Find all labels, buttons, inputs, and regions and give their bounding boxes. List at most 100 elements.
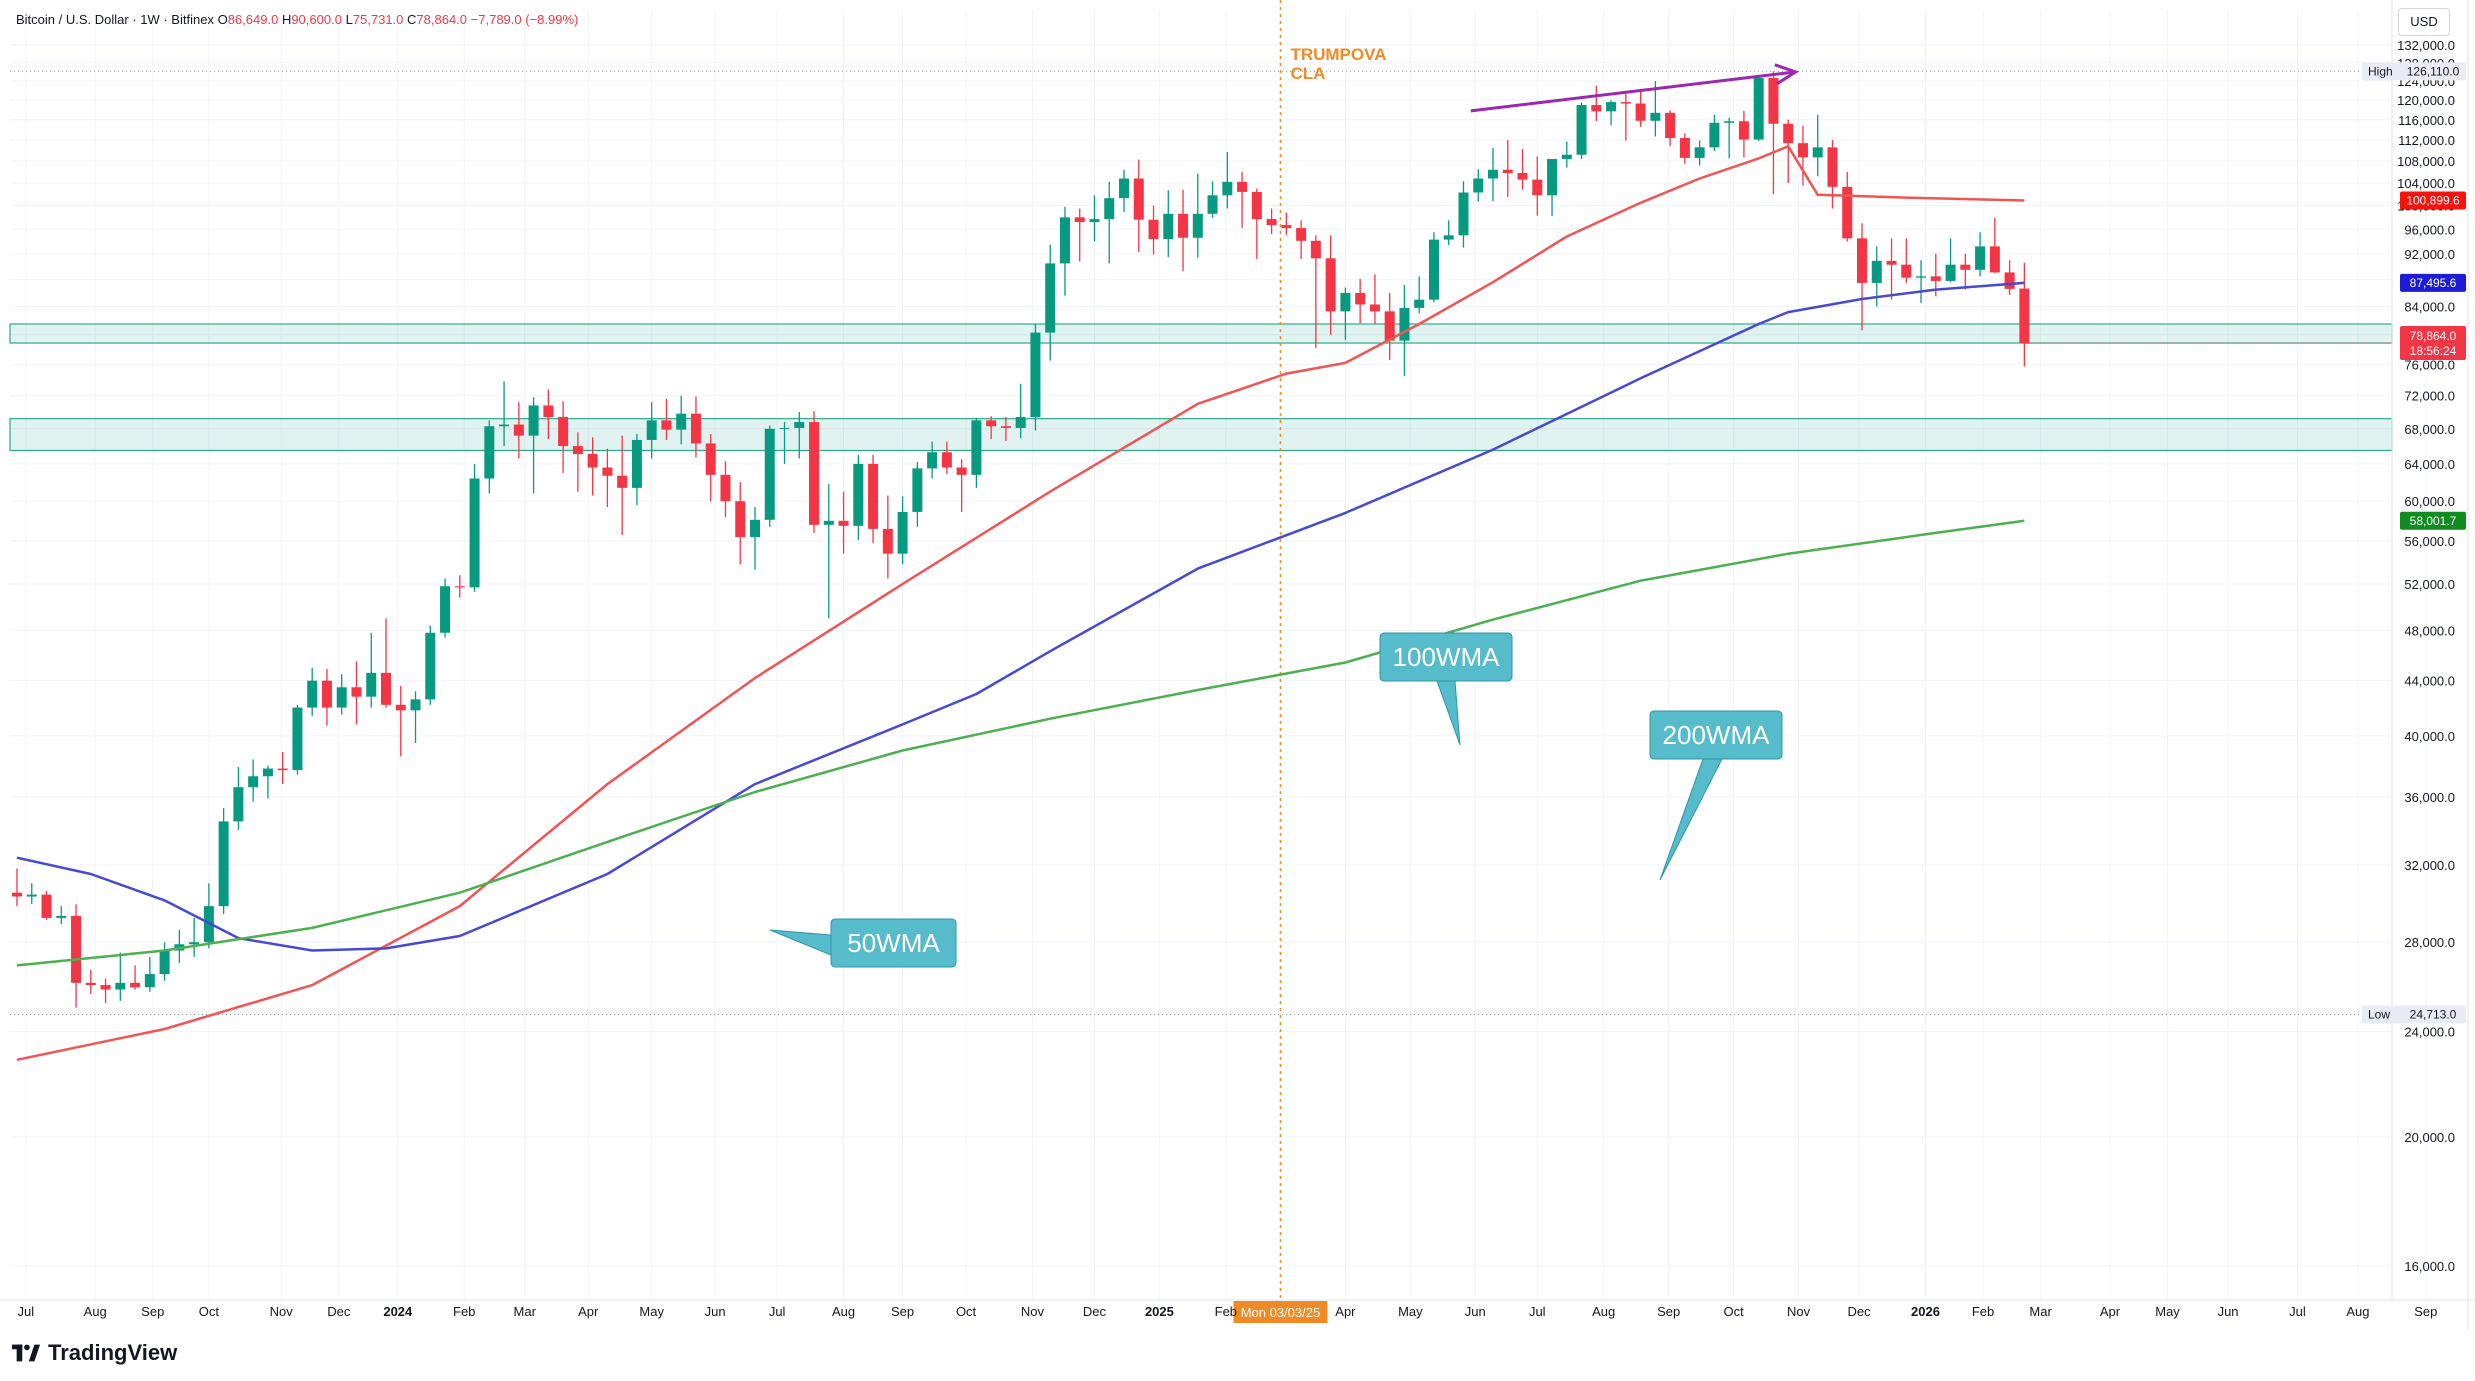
close-label: C [407, 12, 417, 27]
ma-callouts: 50WMA 100WMA 200WMA [769, 632, 1783, 968]
price-tick-label: 32,000.0 [2404, 858, 2455, 873]
candle-body [543, 405, 554, 417]
price-tick-label: 20,000.0 [2404, 1130, 2455, 1145]
candle-body [307, 680, 318, 708]
change-value: −7,789.0 (−8.99%) [470, 12, 579, 27]
candle-body [395, 704, 406, 711]
candle-body [1502, 169, 1513, 174]
price-tick-label: 68,000.0 [2404, 422, 2455, 437]
candle-body [971, 420, 982, 475]
candle-body [1679, 138, 1690, 158]
time-tick-label: Aug [832, 1304, 855, 1319]
candle-body [454, 586, 465, 588]
candle-body [85, 982, 96, 986]
candle-body [513, 424, 524, 436]
candle-body [41, 894, 52, 918]
wma100-callout-box [1379, 632, 1513, 682]
time-tick-label: Sep [141, 1304, 164, 1319]
time-tick-label: Dec [327, 1304, 351, 1319]
candle-body [440, 586, 451, 633]
time-tick-label: Jul [2289, 1304, 2306, 1319]
low-badge [2362, 1005, 2466, 1024]
candle-body [587, 454, 598, 468]
wma200-callout-label: 200WMA [1663, 720, 1771, 750]
candle-body [12, 892, 22, 897]
candle-body [853, 463, 864, 526]
candle-body [1975, 246, 1986, 270]
candle-body [262, 768, 273, 777]
candle-body [115, 982, 126, 990]
candle-body [218, 821, 229, 907]
time-tick-label: Apr [2100, 1304, 2121, 1319]
time-tick-label: Oct [1723, 1304, 1744, 1319]
candle-body [823, 520, 834, 525]
high-badge-label: High [2368, 64, 2393, 78]
candle-body [986, 420, 997, 427]
trendline-arrow [1470, 70, 1796, 113]
low-badge-label: Low [2368, 1007, 2390, 1021]
candle-body [1045, 263, 1056, 333]
time-tick-label: Nov [270, 1304, 294, 1319]
low-badge-value: 24,713.0 [2410, 1007, 2457, 1021]
candle-body [1399, 307, 1410, 341]
event-date-badge [1233, 1301, 1328, 1323]
support-zone [9, 418, 2393, 452]
price-tick-label: 48,000.0 [2404, 623, 2455, 638]
price-tick-label: 40,000.0 [2404, 729, 2455, 744]
price-tick-label: 96,000.0 [2404, 222, 2455, 237]
candle-body [366, 672, 377, 697]
candle-body [144, 974, 155, 988]
symbol-title[interactable]: Bitcoin / U.S. Dollar · 1W · Bitfinex [16, 12, 214, 27]
candle-body [779, 427, 790, 429]
candle-body [1000, 426, 1011, 428]
candle-body [1414, 299, 1425, 308]
candle-body [2004, 272, 2015, 289]
candle-body [1871, 260, 1882, 283]
time-tick-label: Sep [2414, 1304, 2437, 1319]
wma100-badge-value: 87,495.6 [2410, 276, 2457, 290]
high-badge-value: 126,110.0 [2407, 64, 2460, 78]
100wma-line [16, 281, 2025, 952]
candle-body [1753, 77, 1764, 140]
candle-body [1650, 112, 1661, 121]
wma50-badge [2400, 191, 2466, 210]
candle-body [897, 511, 908, 554]
time-tick-label: Jun [705, 1304, 726, 1319]
tradingview-logo[interactable]: TradingView [12, 1340, 177, 1366]
candle-body [1738, 121, 1749, 140]
candle-body [277, 768, 288, 771]
price-tick-label: 112,000.0 [2398, 133, 2455, 148]
candle-body [838, 520, 849, 526]
time-tick-label: Aug [84, 1304, 107, 1319]
time-tick-label: Apr [578, 1304, 599, 1319]
time-tick-label: Mar [2029, 1304, 2052, 1319]
50wma-line [16, 145, 2025, 1062]
candle-body [1310, 240, 1321, 259]
candle-body [1886, 260, 1897, 265]
time-tick-label: Jun [1465, 1304, 1486, 1319]
candle-body [1089, 219, 1100, 223]
time-tick-label: Jul [18, 1304, 35, 1319]
candle-body [1119, 178, 1129, 199]
logo-text: TradingView [48, 1340, 178, 1365]
candle-body [1340, 292, 1351, 312]
currency-button[interactable]: USD [2398, 8, 2450, 36]
wma50-callout-box [830, 918, 957, 968]
last-price-value: 78,864.0 [2410, 329, 2457, 343]
wma200-badge [2400, 511, 2466, 530]
candle-body [1901, 264, 1912, 278]
support-zone [9, 323, 2393, 344]
price-tick-label: 24,000.0 [2404, 1024, 2455, 1039]
high-value: 90,600.0 [291, 12, 342, 27]
candle-body [1620, 102, 1631, 104]
time-tick-label: Mar [514, 1304, 537, 1319]
time-tick-label: Aug [1592, 1304, 1615, 1319]
time-tick-label: Sep [891, 1304, 914, 1319]
candle-body [410, 699, 421, 711]
candle-body [1812, 147, 1823, 158]
candle-body [1561, 154, 1572, 159]
time-tick-label: 2026 [1911, 1304, 1940, 1319]
